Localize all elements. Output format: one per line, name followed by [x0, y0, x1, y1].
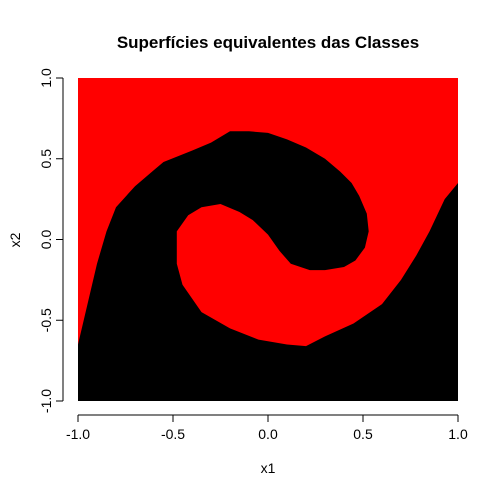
y-tick-label: 1.0	[38, 68, 54, 88]
plot-area	[78, 78, 458, 402]
x-tick-label: -1.0	[66, 426, 90, 442]
x-tick-label: -0.5	[161, 426, 185, 442]
chart-title: Superfícies equivalentes das Classes	[117, 33, 419, 52]
y-tick-label: -0.5	[38, 308, 54, 332]
class-region-black	[78, 131, 458, 402]
y-tick-label: -1.0	[38, 389, 54, 413]
x-tick-label: 0.5	[353, 426, 373, 442]
y-axis-label: x2	[7, 232, 23, 247]
x-axis-label: x1	[261, 460, 276, 476]
y-tick-label: 0.0	[38, 230, 54, 250]
x-tick-label: 0.0	[258, 426, 278, 442]
x-tick-label: 1.0	[448, 426, 468, 442]
y-tick-label: 0.5	[38, 149, 54, 169]
axis-ticks: -1.0 -0.5 0.0 0.5 1.0 -1.0 -0.5 0.0 0.5 1.0	[38, 68, 468, 442]
